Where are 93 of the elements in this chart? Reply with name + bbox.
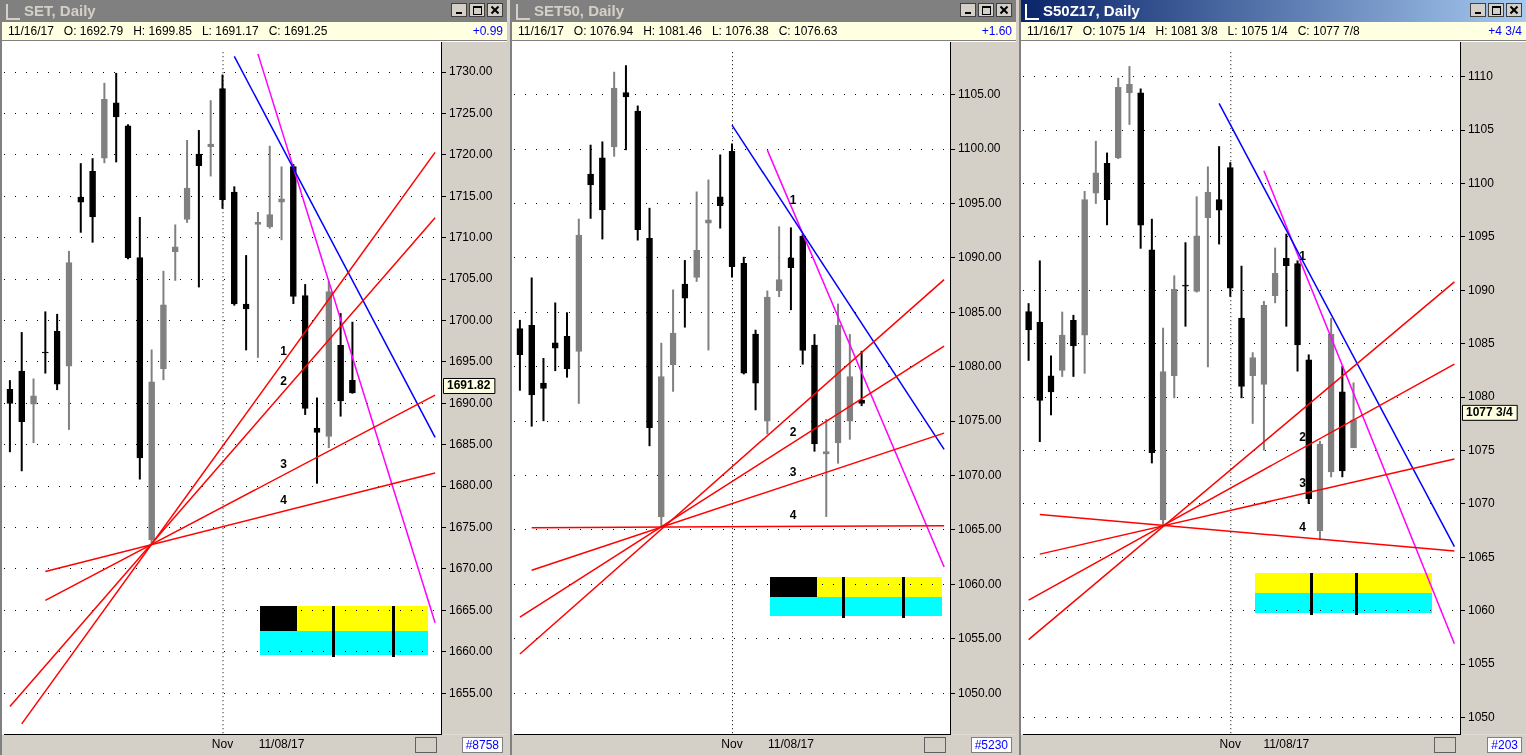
text: #8758: [461, 737, 503, 753]
y-tick-label: 1730.00: [449, 64, 493, 79]
y-tick-label: 1075: [1468, 442, 1496, 457]
y-tick-label: 1080: [1468, 389, 1496, 404]
text: +4 3/4: [1488, 23, 1522, 40]
series-label: 1: [789, 192, 797, 207]
x-tick-label: 11/08/17: [768, 737, 815, 752]
chart-subtitle: 11/16/17 O: 1076.94 H: 1081.46 L: 1076.38 C: 1076.63: [518, 23, 838, 40]
y-tick-label: 1070.00: [958, 467, 1002, 482]
y-tick-label: 1080.00: [958, 359, 1002, 374]
chart-title: S50Z17, Daily: [1043, 1, 1140, 21]
y-tick-label: 1050: [1468, 709, 1496, 724]
y-tick-label: 1090: [1468, 282, 1496, 297]
series-label: 4: [280, 493, 288, 508]
candlestick: [349, 320, 356, 395]
y-tick-label: 1095.00: [958, 195, 1002, 210]
text: 1077 3/4: [1466, 405, 1514, 420]
y-tick-label: 1105.00: [958, 86, 1001, 101]
series-label: 1: [1299, 249, 1307, 264]
y-tick-label: 1700.00: [449, 312, 493, 327]
x-tick-label: Nov: [1219, 737, 1241, 752]
y-tick-label: 1690.00: [449, 395, 493, 410]
y-tick-label: 1100: [1468, 175, 1495, 190]
y-tick-label: 1655.00: [449, 685, 493, 700]
series-label: 3: [1299, 475, 1307, 490]
y-tick-label: 1060: [1468, 603, 1496, 618]
candlestick: [716, 153, 724, 230]
candlestick: [587, 143, 594, 220]
chart-title: SET, Daily: [24, 1, 96, 21]
candlestick: [30, 377, 37, 445]
y-tick-label: 1665.00: [449, 602, 493, 617]
candlestick: [1126, 65, 1133, 126]
y-tick-label: 1110: [1468, 69, 1494, 84]
candlestick: [278, 165, 285, 242]
y-tick-label: 1100.00: [958, 141, 1001, 156]
candlestick: [540, 357, 547, 423]
y-tick-label: 1065: [1468, 549, 1496, 564]
candlestick: [266, 144, 274, 230]
y-tick-label: 1060.00: [958, 576, 1002, 591]
candlestick: [207, 99, 215, 178]
text: +0.99: [472, 23, 503, 40]
candlestick: [551, 301, 559, 373]
y-tick-label: 1720.00: [449, 147, 493, 162]
y-tick-label: 1085.00: [958, 304, 1002, 319]
y-tick-label: 1050.00: [958, 685, 1002, 700]
candlestick: [1249, 351, 1257, 425]
y-tick-label: 1660.00: [449, 644, 493, 659]
y-tick-label: 1095: [1468, 229, 1496, 244]
candlestick: [822, 417, 830, 518]
text: +1.60: [981, 23, 1012, 40]
y-tick-label: 1675.00: [449, 519, 493, 534]
candlestick: [42, 310, 49, 375]
candlestick: [775, 225, 783, 299]
candlestick: [705, 178, 712, 352]
x-tick-label: Nov: [211, 737, 234, 752]
y-tick-label: 1710.00: [449, 230, 493, 245]
series-label: 2: [789, 424, 797, 439]
series-label: 3: [280, 456, 288, 471]
series-label: 2: [1299, 430, 1307, 445]
series-label: 1: [280, 343, 288, 358]
series-label: 4: [1299, 519, 1307, 534]
candlestick: [858, 349, 865, 408]
text: 1691.82: [447, 378, 491, 393]
text: #5230: [970, 737, 1012, 753]
y-tick-label: 1695.00: [449, 354, 493, 369]
y-tick-label: 1055.00: [958, 631, 1002, 646]
series-label: 4: [789, 508, 797, 523]
y-tick-label: 1705.00: [449, 271, 493, 286]
chart-title: SET50, Daily: [534, 1, 625, 21]
y-tick-label: 1065.00: [958, 522, 1002, 537]
chart-subtitle: 11/16/17 O: 1075 1/4 H: 1081 3/8 L: 1075 1/4 C: 1077 7/8: [1027, 23, 1360, 40]
x-tick-label: Nov: [721, 737, 743, 752]
y-tick-label: 1105: [1468, 122, 1495, 137]
x-tick-label: 11/08/17: [258, 737, 305, 752]
y-tick-label: 1725.00: [449, 105, 493, 120]
y-tick-label: 1680.00: [449, 478, 493, 493]
candlestick: [1025, 302, 1032, 362]
y-tick-label: 1090.00: [958, 250, 1002, 265]
text: #203: [1487, 737, 1522, 753]
y-tick-label: 1070: [1468, 496, 1496, 511]
chart-subtitle: 11/16/17 O: 1692.79 H: 1699.85 L: 1691.17 C: 1691.25: [8, 23, 328, 40]
y-tick-label: 1685.00: [449, 437, 493, 452]
y-tick-label: 1055: [1468, 656, 1496, 671]
candlestick: [1182, 241, 1189, 328]
y-tick-label: 1670.00: [449, 561, 493, 576]
series-label: 3: [789, 465, 797, 480]
candlestick: [313, 396, 321, 485]
x-tick-label: 11/08/17: [1263, 737, 1310, 752]
y-tick-label: 1075.00: [958, 413, 1002, 428]
y-tick-label: 1715.00: [449, 188, 493, 203]
candlestick: [171, 223, 179, 282]
series-label: 2: [280, 373, 288, 388]
y-tick-label: 1085: [1468, 336, 1496, 351]
